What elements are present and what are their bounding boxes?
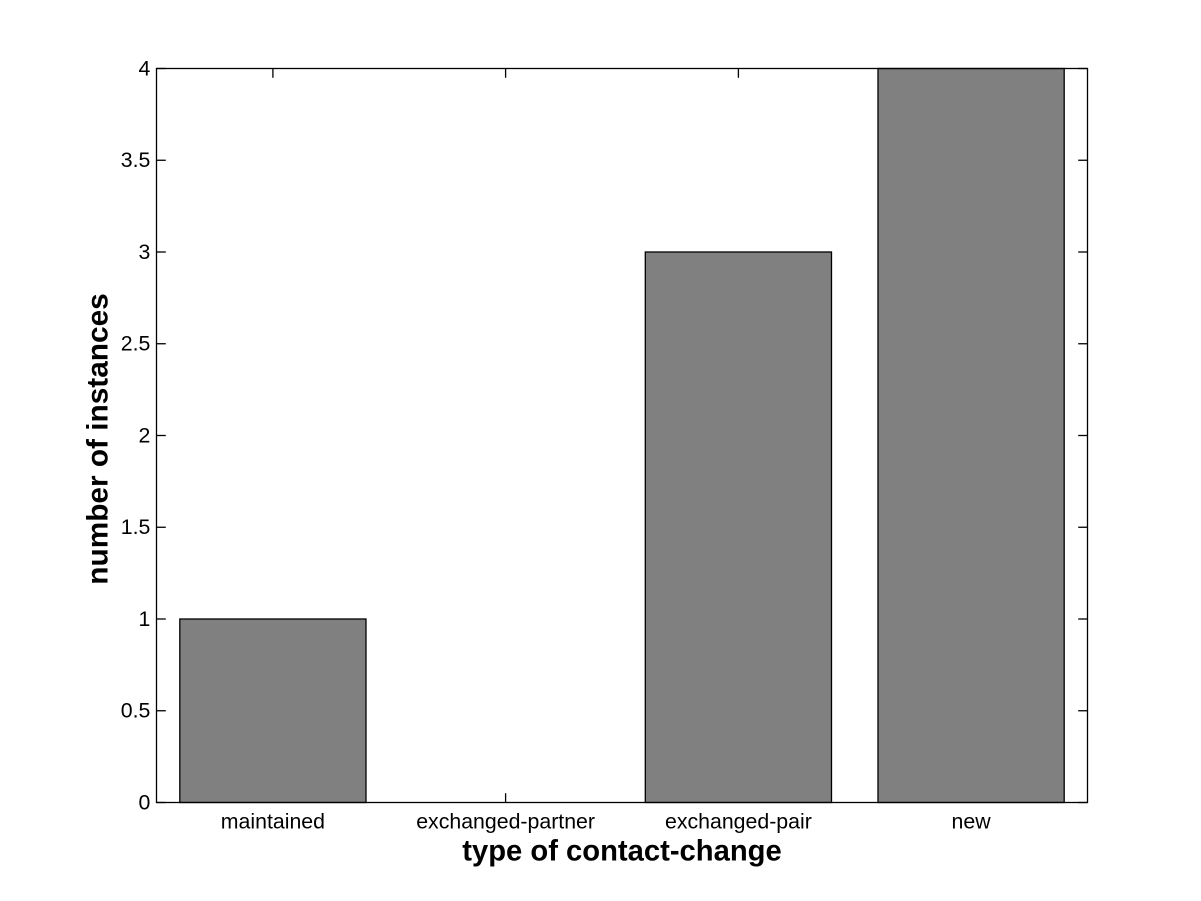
- svg-text:3: 3: [139, 240, 151, 264]
- svg-text:1: 1: [139, 607, 151, 631]
- svg-text:maintained: maintained: [221, 809, 325, 833]
- svg-text:3.5: 3.5: [121, 148, 151, 172]
- svg-text:2: 2: [139, 423, 151, 447]
- svg-text:0.5: 0.5: [121, 699, 151, 723]
- svg-text:exchanged-pair: exchanged-pair: [665, 809, 812, 833]
- svg-text:4: 4: [139, 56, 151, 80]
- svg-text:number of instances: number of instances: [82, 293, 115, 584]
- svg-text:0: 0: [139, 790, 151, 814]
- svg-text:new: new: [952, 809, 992, 833]
- svg-text:2.5: 2.5: [121, 332, 151, 356]
- svg-text:type of contact-change: type of contact-change: [462, 836, 781, 868]
- svg-text:exchanged-partner: exchanged-partner: [416, 809, 595, 833]
- svg-text:1.5: 1.5: [121, 515, 151, 539]
